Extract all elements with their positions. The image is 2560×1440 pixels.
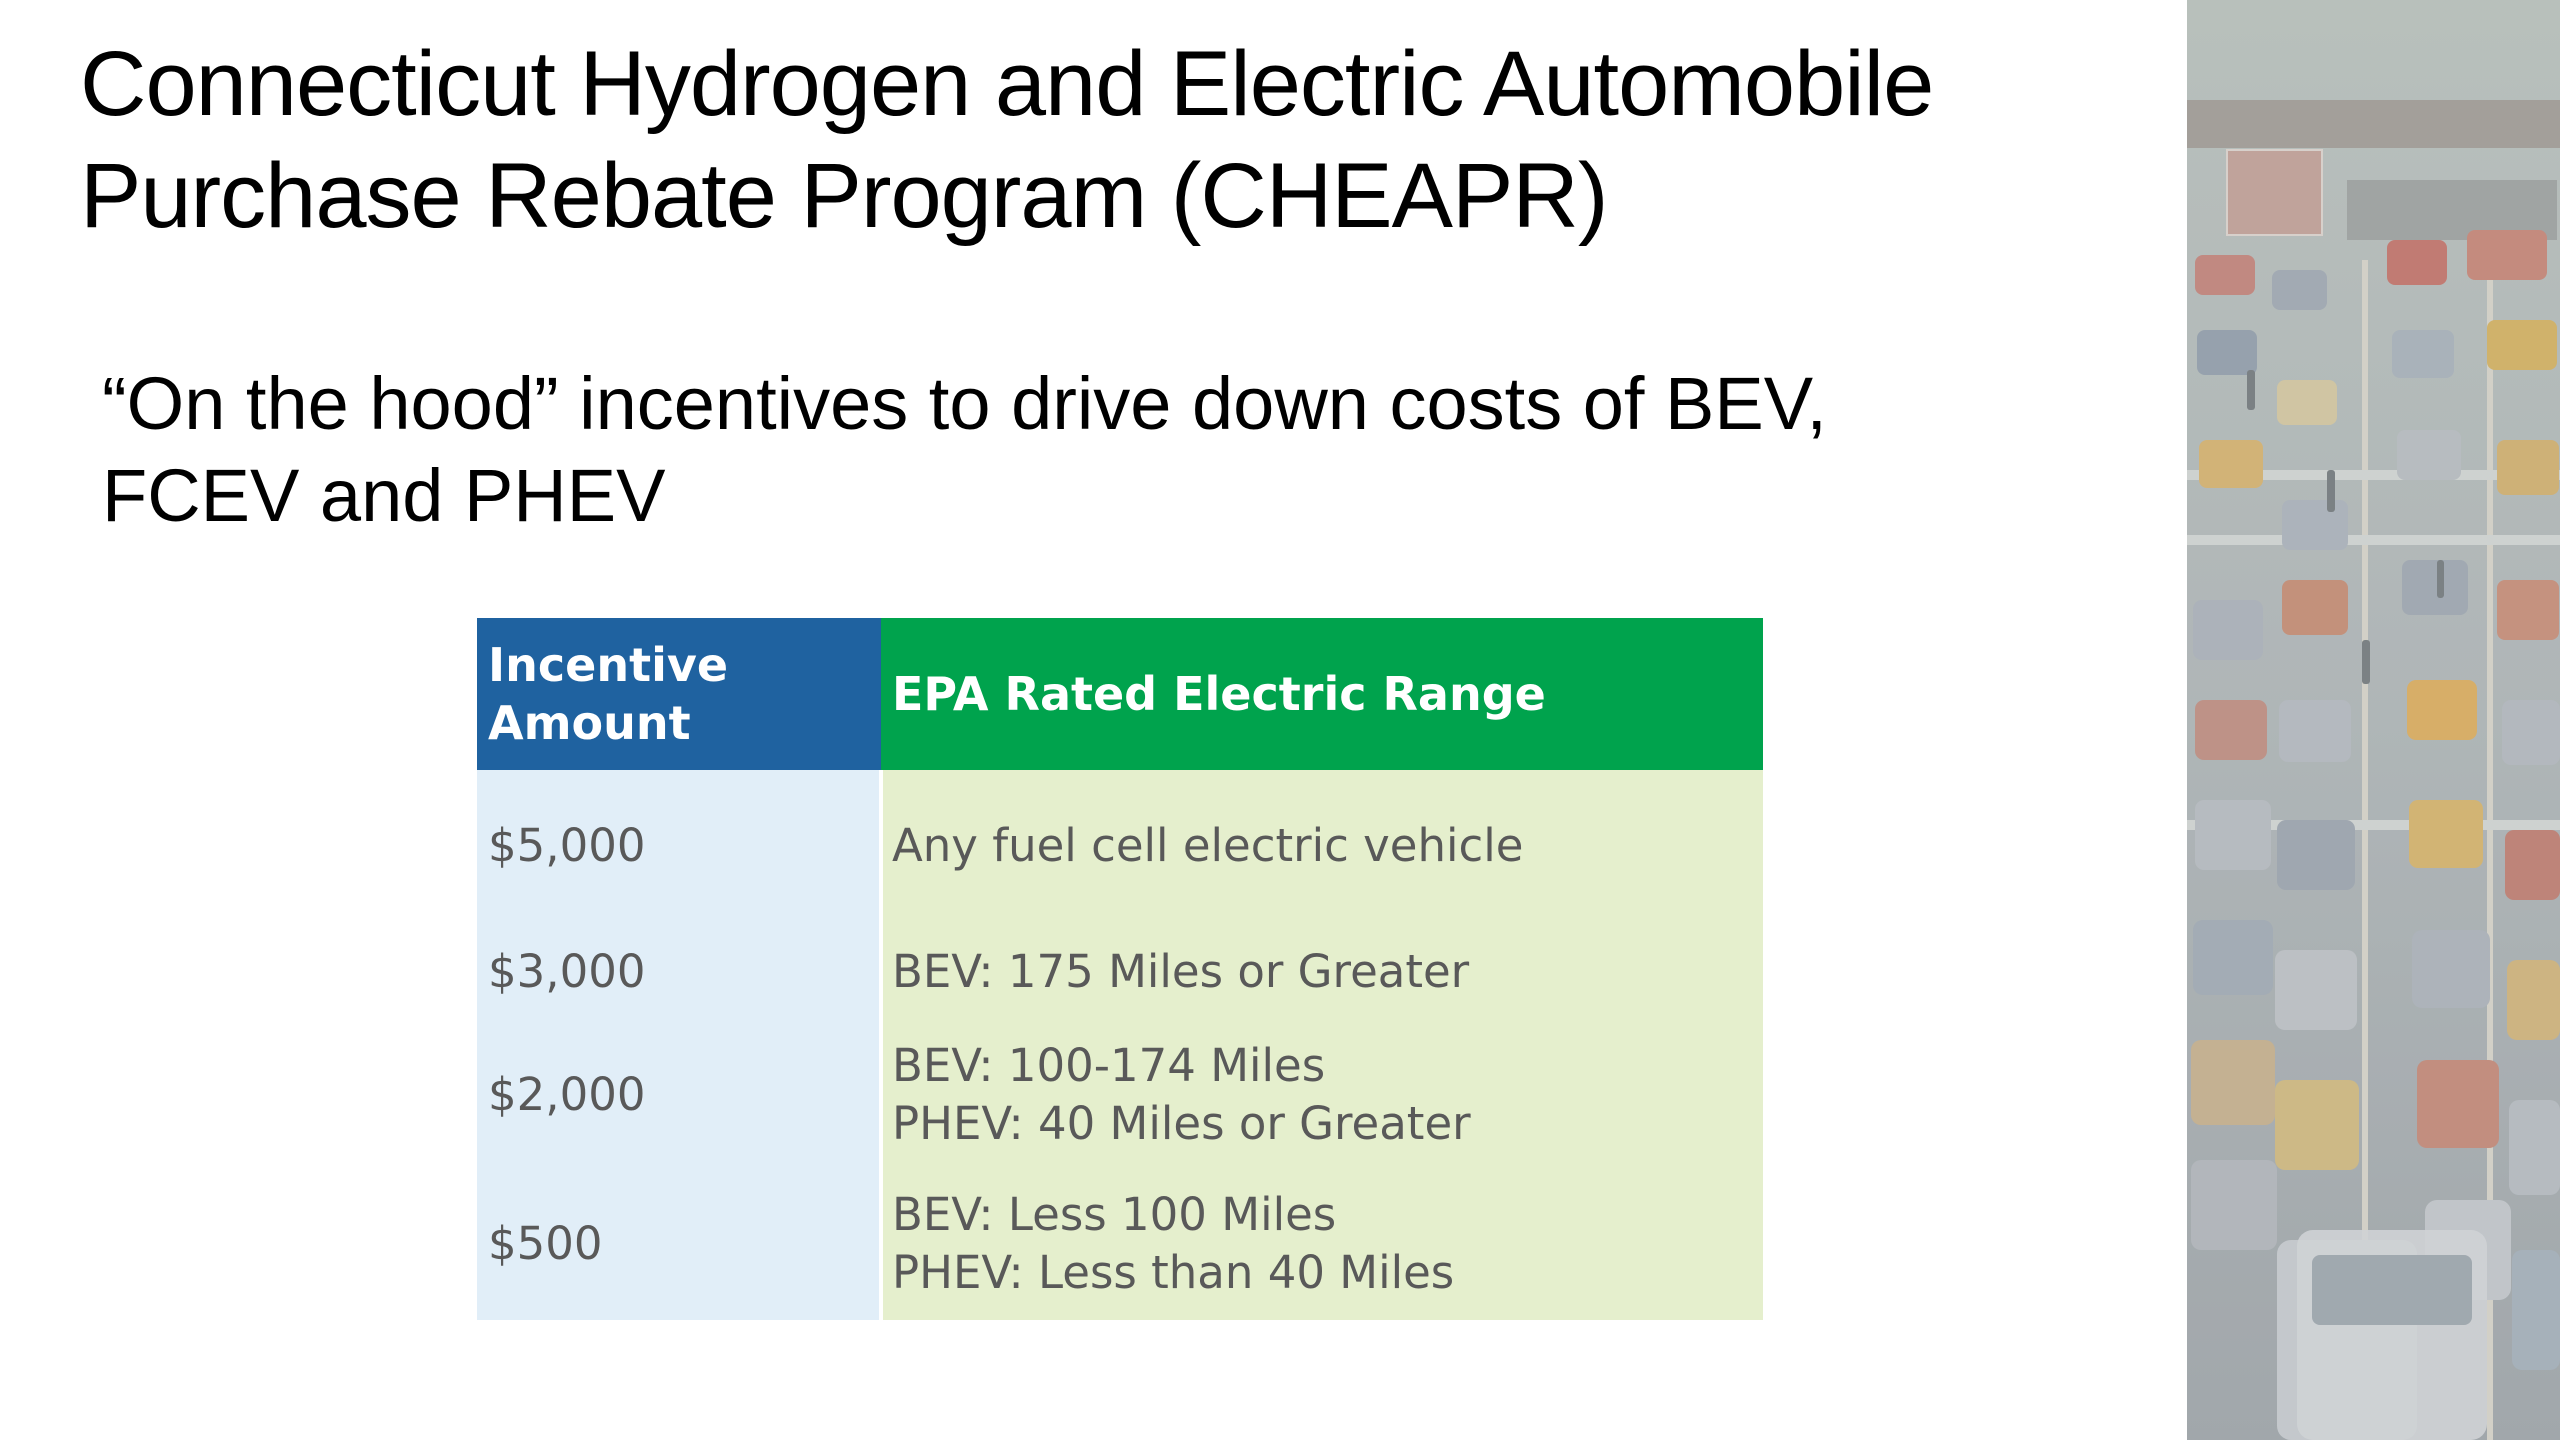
range-line: PHEV: 40 Miles or Greater — [892, 1096, 1471, 1150]
range-cell: BEV: 100-174 Miles PHEV: 40 Miles or Gre… — [881, 1022, 1763, 1167]
range-line: PHEV: Less than 40 Miles — [892, 1245, 1455, 1299]
slide-title: Connecticut Hydrogen and Electric Automo… — [80, 28, 2140, 252]
range-line: BEV: 100-174 Miles — [892, 1038, 1326, 1092]
header-epa-range: EPA Rated Electric Range — [881, 618, 1763, 770]
range-line: BEV: 175 Miles or Greater — [892, 945, 1470, 998]
range-line: BEV: Less 100 Miles — [892, 1187, 1337, 1241]
range-line: Any fuel cell electric vehicle — [892, 819, 1524, 872]
amount-column-background — [477, 770, 881, 1320]
range-column-background — [881, 770, 1763, 1320]
header-incentive-amount: Incentive Amount — [477, 618, 881, 770]
traffic-photo — [2187, 0, 2560, 1440]
table-row: $5,000 Any fuel cell electric vehicle — [477, 770, 1763, 922]
table-row: $2,000 BEV: 100-174 Miles PHEV: 40 Miles… — [477, 1022, 1763, 1167]
incentive-amount-cell: $5,000 — [488, 819, 646, 872]
table-row: $500 BEV: Less 100 Miles PHEV: Less than… — [477, 1167, 1763, 1320]
slide-subtitle-line-1: “On the hood” incentives to drive down c… — [102, 362, 1827, 445]
slide-subtitle: “On the hood” incentives to drive down c… — [102, 358, 2102, 542]
slide-title-line-1: Connecticut Hydrogen and Electric Automo… — [80, 33, 1934, 135]
range-cell: BEV: Less 100 Miles PHEV: Less than 40 M… — [881, 1167, 1763, 1320]
header-incentive-amount-line-1: Incentive — [488, 638, 729, 692]
column-divider — [879, 770, 883, 1320]
incentive-table: Incentive Amount EPA Rated Electric Rang… — [477, 618, 1763, 1320]
range-cell: Any fuel cell electric vehicle — [881, 770, 1763, 922]
incentive-amount-cell: $3,000 — [488, 945, 646, 998]
slide-title-line-2: Purchase Rebate Program (CHEAPR) — [80, 145, 1608, 247]
slide-subtitle-line-2: FCEV and PHEV — [102, 454, 666, 537]
incentive-amount-cell: $2,000 — [488, 1067, 646, 1121]
header-incentive-amount-line-2: Amount — [488, 696, 691, 750]
table-row: $3,000 BEV: 175 Miles or Greater — [477, 922, 1763, 1022]
table-header-row: Incentive Amount EPA Rated Electric Rang… — [477, 618, 1763, 770]
range-cell: BEV: 175 Miles or Greater — [881, 922, 1763, 1022]
traffic-photo-illustration — [2187, 0, 2560, 1440]
incentive-amount-cell: $500 — [488, 1216, 603, 1270]
